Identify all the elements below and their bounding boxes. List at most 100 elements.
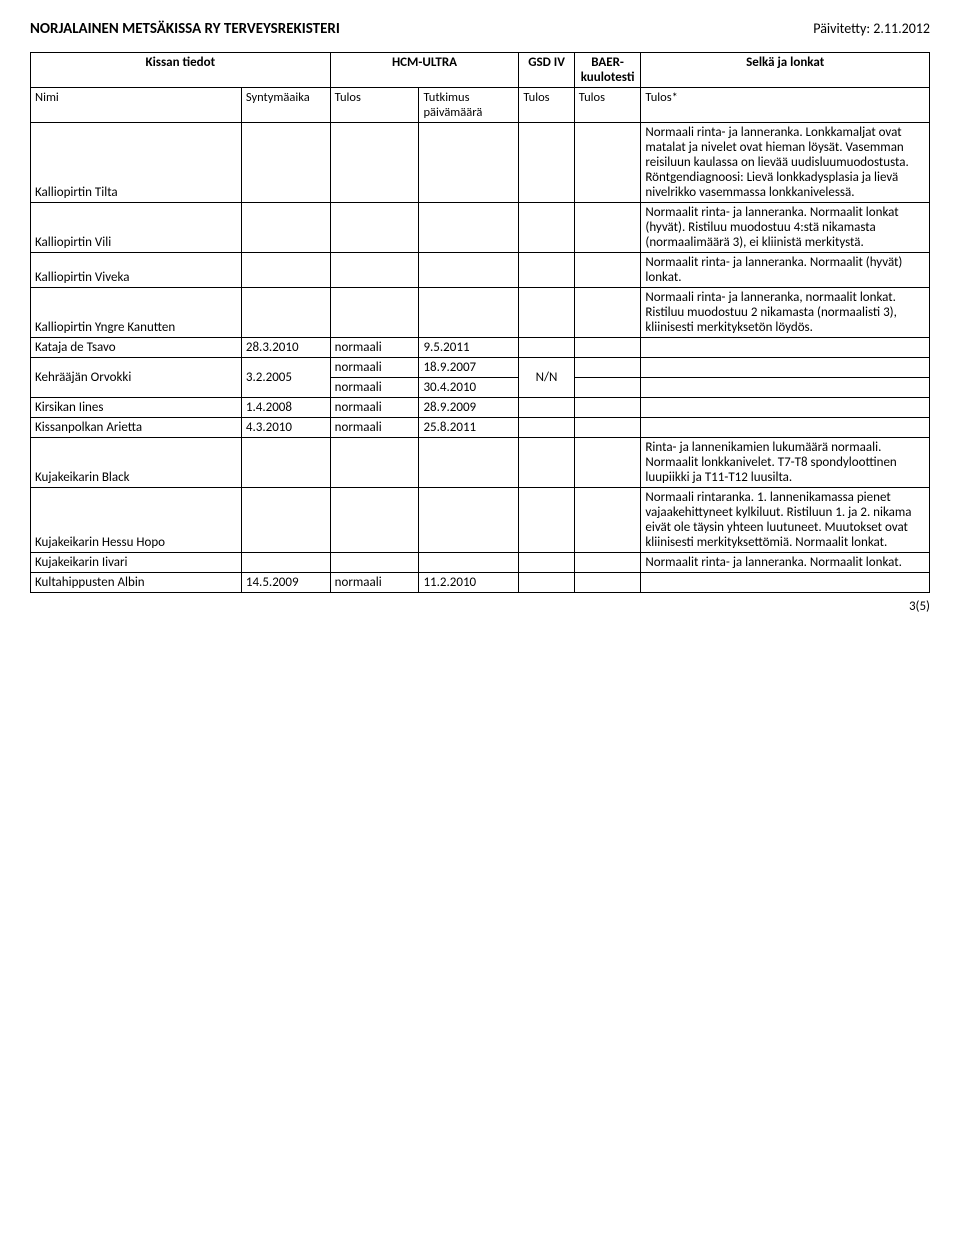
cell-name: Kalliopirtin Vili	[31, 203, 242, 253]
cell-res	[330, 553, 419, 573]
updated-label: Päivitetty:	[813, 20, 870, 37]
cell-res	[330, 488, 419, 553]
table-row: Kissanpolkan Arietta 4.3.2010 normaali 2…	[31, 418, 930, 438]
cell-birth: 4.3.2010	[241, 418, 330, 438]
cell-gsd	[519, 123, 574, 203]
cell-selka	[641, 378, 930, 398]
cell-name: Kehrääjän Orvokki	[31, 358, 242, 398]
cell-gsd	[519, 253, 574, 288]
col-tulos1: Tulos	[330, 88, 419, 123]
cell-date	[419, 123, 519, 203]
cell-res: normaali	[330, 418, 419, 438]
cell-name: Kalliopirtin Tilta	[31, 123, 242, 203]
header-updated: Päivitetty: 2.11.2012	[813, 20, 930, 38]
cell-res: normaali	[330, 358, 419, 378]
table-row: Kultahippusten Albin 14.5.2009 normaali …	[31, 573, 930, 593]
cell-selka: Normaali rinta- ja lanneranka. Lonkkamal…	[641, 123, 930, 203]
cell-gsd: N/N	[519, 358, 574, 398]
cell-gsd	[519, 418, 574, 438]
table-row: Kalliopirtin Viveka Normaalit rinta- ja …	[31, 253, 930, 288]
col-tulos-star: Tulos*	[641, 88, 930, 123]
cell-gsd	[519, 398, 574, 418]
cell-selka	[641, 358, 930, 378]
cell-baer	[574, 438, 641, 488]
header-row-2: Nimi Syntymäaika Tulos Tutkimus päivämää…	[31, 88, 930, 123]
cell-birth: 14.5.2009	[241, 573, 330, 593]
cell-gsd	[519, 288, 574, 338]
cell-name: Kujakeikarin Hessu Hopo	[31, 488, 242, 553]
cell-name: Kirsikan Iines	[31, 398, 242, 418]
cell-baer	[574, 378, 641, 398]
cell-gsd	[519, 488, 574, 553]
cell-res	[330, 288, 419, 338]
table-row: Kalliopirtin Yngre Kanutten Normaali rin…	[31, 288, 930, 338]
col-group-hcm: HCM-ULTRA	[330, 53, 519, 88]
cell-baer	[574, 253, 641, 288]
cell-gsd	[519, 338, 574, 358]
cell-date	[419, 553, 519, 573]
cell-res	[330, 123, 419, 203]
table-row: Kujakeikarin Black Rinta- ja lannenikami…	[31, 438, 930, 488]
cell-selka: Normaalit rinta- ja lanneranka. Normaali…	[641, 253, 930, 288]
page-number: 3(5)	[909, 599, 930, 614]
cell-birth	[241, 203, 330, 253]
cell-gsd	[519, 438, 574, 488]
cell-date	[419, 203, 519, 253]
cell-gsd	[519, 203, 574, 253]
registry-table: Kissan tiedot HCM-ULTRA GSD IV BAER-kuul…	[30, 52, 930, 593]
table-row: Kujakeikarin Iivari Normaalit rinta- ja …	[31, 553, 930, 573]
cell-baer	[574, 338, 641, 358]
cell-selka: Normaali rintaranka. 1. lannenikamassa p…	[641, 488, 930, 553]
cell-date	[419, 288, 519, 338]
cell-gsd	[519, 553, 574, 573]
table-row: Kirsikan Iines 1.4.2008 normaali 28.9.20…	[31, 398, 930, 418]
cell-birth	[241, 288, 330, 338]
cell-res: normaali	[330, 338, 419, 358]
page-header: NORJALAINEN METSÄKISSA RY TERVEYSREKISTE…	[30, 20, 930, 38]
cell-baer	[574, 398, 641, 418]
col-tulos-gsd: Tulos	[519, 88, 574, 123]
cell-birth	[241, 553, 330, 573]
col-group-kissan: Kissan tiedot	[31, 53, 331, 88]
cell-selka: Normaali rinta- ja lanneranka, normaalit…	[641, 288, 930, 338]
cell-res	[330, 203, 419, 253]
cell-baer	[574, 288, 641, 338]
cell-birth	[241, 253, 330, 288]
cell-name: Kujakeikarin Iivari	[31, 553, 242, 573]
col-group-selka: Selkä ja lonkat	[641, 53, 930, 88]
cell-date: 30.4.2010	[419, 378, 519, 398]
col-tulos-baer: Tulos	[574, 88, 641, 123]
cell-name: Kujakeikarin Black	[31, 438, 242, 488]
updated-date: 2.11.2012	[873, 20, 930, 37]
header-title: NORJALAINEN METSÄKISSA RY TERVEYSREKISTE…	[30, 20, 340, 38]
cell-baer	[574, 553, 641, 573]
cell-birth: 3.2.2005	[241, 358, 330, 398]
col-nimi: Nimi	[31, 88, 242, 123]
cell-baer	[574, 203, 641, 253]
header-row-1: Kissan tiedot HCM-ULTRA GSD IV BAER-kuul…	[31, 53, 930, 88]
cell-res: normaali	[330, 398, 419, 418]
cell-res	[330, 253, 419, 288]
cell-date: 11.2.2010	[419, 573, 519, 593]
cell-selka	[641, 398, 930, 418]
cell-selka: Rinta- ja lannenikamien lukumäärä normaa…	[641, 438, 930, 488]
cell-name: Kultahippusten Albin	[31, 573, 242, 593]
cell-selka: Normaalit rinta- ja lanneranka. Normaali…	[641, 553, 930, 573]
cell-date	[419, 438, 519, 488]
cell-date	[419, 488, 519, 553]
cell-birth: 1.4.2008	[241, 398, 330, 418]
cell-name: Kataja de Tsavo	[31, 338, 242, 358]
page-footer: 3(5)	[30, 599, 930, 614]
cell-baer	[574, 418, 641, 438]
cell-date: 18.9.2007	[419, 358, 519, 378]
cell-selka	[641, 338, 930, 358]
cell-res: normaali	[330, 378, 419, 398]
cell-res: normaali	[330, 573, 419, 593]
col-tutkimus: Tutkimus päivämäärä	[419, 88, 519, 123]
table-row: Kujakeikarin Hessu Hopo Normaali rintara…	[31, 488, 930, 553]
cell-name: Kalliopirtin Viveka	[31, 253, 242, 288]
cell-birth	[241, 123, 330, 203]
cell-selka	[641, 418, 930, 438]
cell-name: Kissanpolkan Arietta	[31, 418, 242, 438]
cell-birth: 28.3.2010	[241, 338, 330, 358]
